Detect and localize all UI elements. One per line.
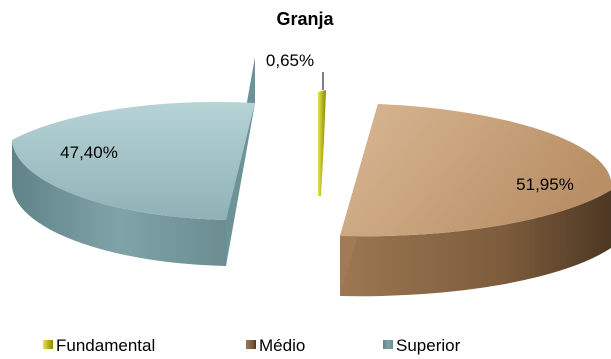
slice-medio-side bbox=[340, 190, 611, 297]
legend-swatch-fundamental bbox=[43, 340, 53, 349]
slice-medio-top bbox=[340, 104, 611, 237]
legend-item-medio: Médio bbox=[246, 336, 305, 355]
data-label-superior: 47,40% bbox=[60, 143, 118, 162]
legend: Fundamental Médio Superior bbox=[43, 336, 461, 355]
data-label-fundamental: 0,65% bbox=[266, 51, 314, 70]
legend-swatch-superior bbox=[383, 340, 393, 349]
legend-item-superior: Superior bbox=[383, 336, 461, 355]
slice-superior bbox=[12, 57, 255, 266]
data-label-medio: 51,95% bbox=[516, 175, 574, 194]
legend-label-fundamental: Fundamental bbox=[56, 336, 155, 355]
slice-fundamental-shape bbox=[318, 90, 326, 196]
legend-label-medio: Médio bbox=[259, 336, 305, 355]
slice-fundamental bbox=[318, 90, 326, 196]
legend-item-fundamental: Fundamental bbox=[43, 336, 155, 355]
legend-label-superior: Superior bbox=[396, 336, 461, 355]
slice-superior-side bbox=[12, 140, 226, 266]
chart-title: Granja bbox=[276, 9, 334, 29]
legend-swatch-medio bbox=[246, 340, 256, 349]
slice-superior-top bbox=[12, 101, 255, 220]
slice-medio bbox=[340, 104, 611, 297]
